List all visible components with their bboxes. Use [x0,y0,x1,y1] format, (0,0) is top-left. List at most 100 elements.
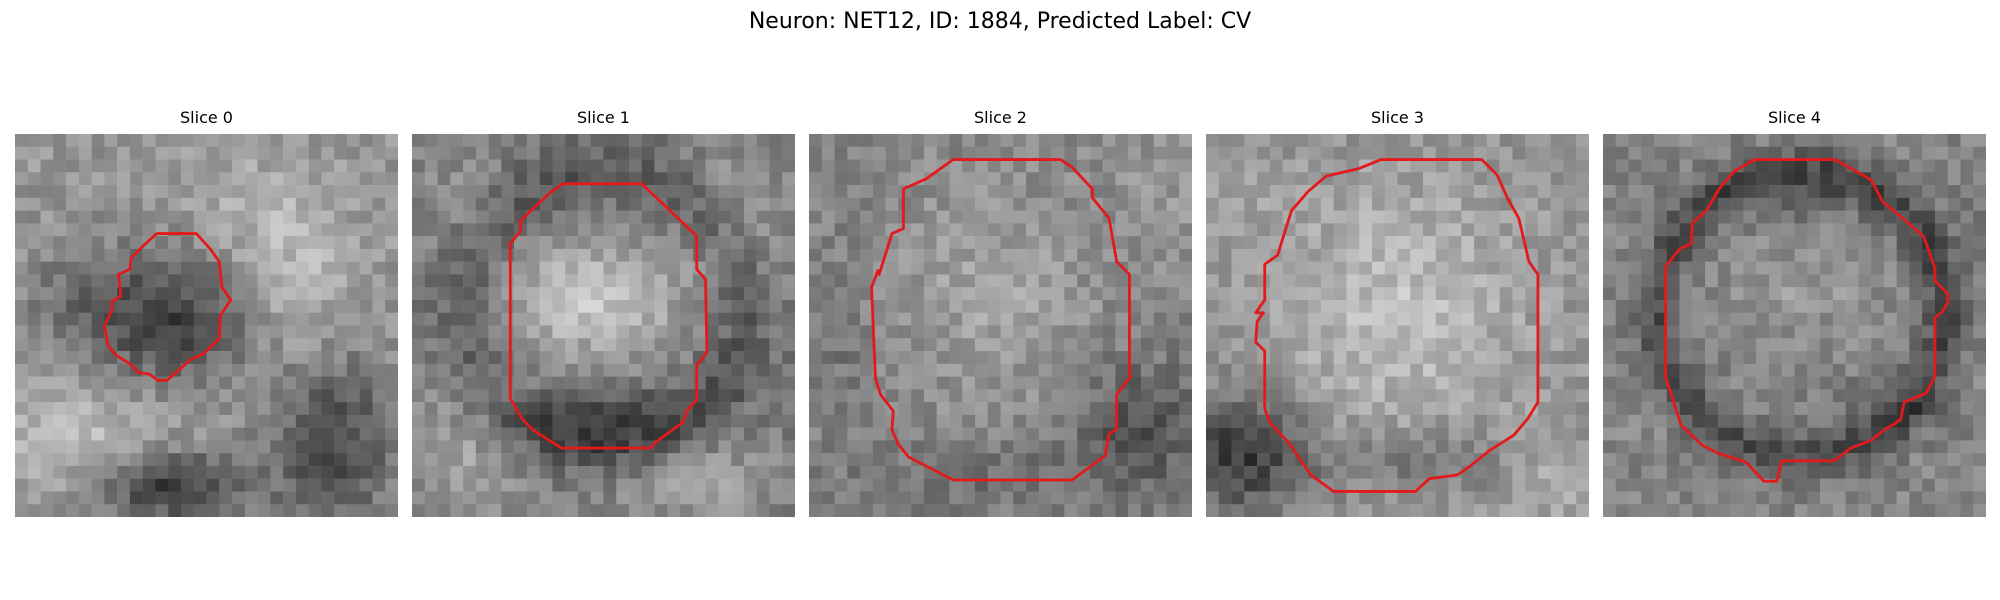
pixel [78,363,92,377]
pixel [1013,338,1027,352]
pixel [1512,440,1526,454]
pixel [1525,146,1539,160]
pixel [1244,427,1258,441]
pixel [756,210,770,224]
pixel [129,465,143,479]
pixel [180,261,194,275]
pixel [1461,210,1475,224]
pixel [705,389,719,403]
pixel [1295,223,1309,237]
pixel [1960,287,1974,301]
pixel [1896,363,1910,377]
pixel [1960,312,1974,326]
pixel [308,402,322,416]
pixel [577,402,591,416]
pixel [1807,389,1821,403]
pixel [847,248,861,262]
pixel [129,312,143,326]
pixel [437,210,451,224]
pixel [1140,197,1154,211]
pixel [1883,312,1897,326]
pixel [731,414,745,428]
pixel [1077,261,1091,275]
pixel [1537,465,1551,479]
pixel [1730,261,1744,275]
pixel [27,465,41,479]
pixel [91,504,105,517]
pixel [488,414,502,428]
pixel [1320,146,1334,160]
pixel [1231,146,1245,160]
pixel [718,376,732,390]
pixel [308,236,322,250]
pixel [949,325,963,339]
pixel [1820,287,1834,301]
pixel [514,389,528,403]
pixel [168,299,182,313]
pixel [180,338,194,352]
pixel [705,210,719,224]
pixel [359,236,373,250]
pixel [629,172,643,186]
pixel [1730,274,1744,288]
pixel [1499,338,1513,352]
pixel [1128,491,1142,505]
pixel [1692,453,1706,467]
pixel [616,172,630,186]
pixel [1461,146,1475,160]
pixel [1537,312,1551,326]
pixel [1666,210,1680,224]
pixel [1615,287,1629,301]
pixel [1615,351,1629,365]
pixel [488,223,502,237]
pixel [1474,504,1488,517]
pixel [949,363,963,377]
pixel [1499,223,1513,237]
pixel [1845,363,1859,377]
pixel [1051,325,1065,339]
pixel [1038,248,1052,262]
pixel [731,159,745,173]
pixel [450,185,464,199]
pixel [1934,338,1948,352]
pixel [590,363,604,377]
pixel [155,248,169,262]
pixel [577,274,591,288]
pixel [334,197,348,211]
pixel [1743,134,1757,148]
pixel [437,223,451,237]
pixel [743,185,757,199]
pixel [1871,504,1885,517]
pixel [1641,172,1655,186]
pixel [424,351,438,365]
pixel [232,389,246,403]
pixel [743,351,757,365]
pixel [1756,414,1770,428]
pixel [1269,274,1283,288]
pixel [1179,363,1192,377]
pixel [66,440,80,454]
pixel [1896,504,1910,517]
pixel [962,376,976,390]
pixel [1051,414,1065,428]
pixel [1244,287,1258,301]
pixel [1448,338,1462,352]
pixel [590,172,604,186]
pixel [1333,389,1347,403]
pixel [1692,146,1706,160]
pixel [257,236,271,250]
pixel [1537,287,1551,301]
pixel [1820,465,1834,479]
pixel [193,287,207,301]
pixel [1576,185,1589,199]
pixel [117,185,131,199]
pixel [1474,172,1488,186]
pixel [334,159,348,173]
pixel [1218,465,1232,479]
pixel [1832,185,1846,199]
pixel [1499,172,1513,186]
pixel [1077,453,1091,467]
pixel [1654,223,1668,237]
pixel [1308,414,1322,428]
pixel [1371,402,1385,416]
